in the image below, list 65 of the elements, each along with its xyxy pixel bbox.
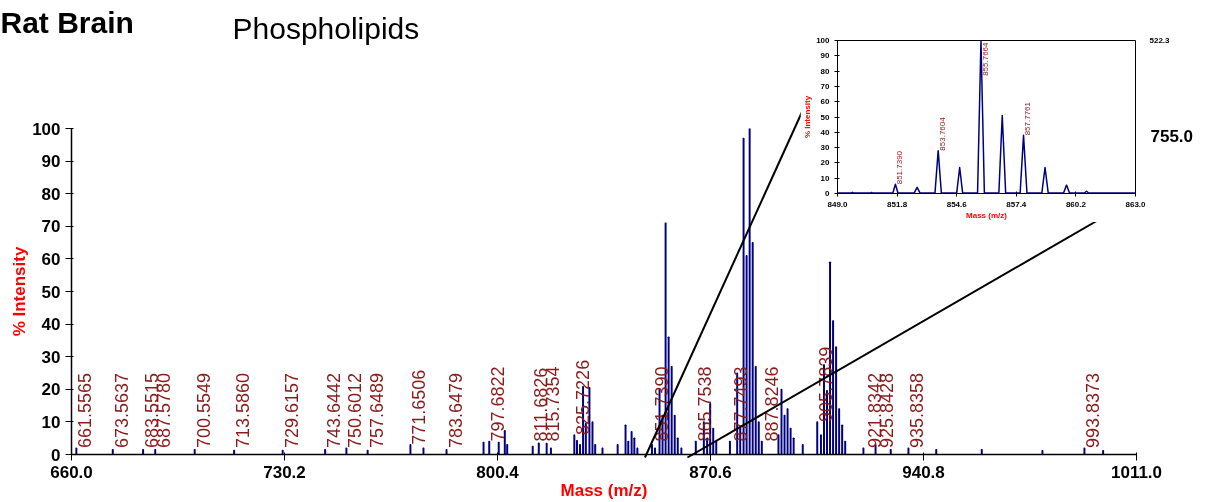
y-tick-label: 100 (32, 119, 61, 139)
y-tick-label: 0 (825, 189, 831, 198)
y-tick-label: 50 (41, 282, 61, 302)
y-tick-label: 40 (820, 127, 831, 137)
x-tick-label: 849.0 (827, 199, 849, 209)
y-tick-label: 50 (820, 112, 831, 122)
chart-subtitle: Phospholipids (232, 12, 420, 45)
x-axis-title: Mass (m/z) (966, 210, 1008, 220)
x-tick-label: 660.0 (50, 462, 93, 482)
annotation: 887.8246 (761, 366, 782, 442)
annotation: 743.6442 (324, 372, 345, 448)
y-tick-label: 0 (51, 445, 61, 465)
y-tick-label: 20 (820, 158, 831, 168)
y-axis-title: % Intensity (10, 246, 30, 337)
chart-title: Rat Brain (0, 6, 134, 39)
x-tick-label: 1011.0 (1110, 462, 1163, 482)
text: 522.3 (1149, 36, 1171, 45)
y-tick-label: 70 (820, 81, 831, 91)
annotation: 857.7761 (1023, 101, 1033, 136)
y-tick-label: 70 (41, 217, 61, 237)
annotation: 905.7839 (816, 346, 837, 422)
x-axis-title: Mass (m/z) (560, 480, 648, 500)
x-tick-label: 870.6 (689, 462, 732, 482)
x-tick-label: 860.2 (1065, 199, 1087, 209)
annotation: 673.5637 (111, 372, 132, 448)
y-tick-label: 60 (820, 97, 831, 107)
annotation: 750.6012 (345, 372, 366, 448)
y-tick-label: 40 (41, 315, 61, 335)
y-tick-label: 90 (41, 152, 61, 172)
y-axis-title: % Intensity (803, 95, 813, 139)
annotation: 853.7604 (937, 116, 947, 151)
annotation: 783.6479 (445, 372, 466, 448)
annotation: 855.7664 (980, 41, 990, 76)
annotation: 851.7390 (894, 150, 904, 185)
annotation: 797.6822 (488, 366, 509, 442)
x-tick-label: 800.4 (476, 462, 520, 482)
annotation: 713.5860 (233, 372, 254, 448)
annotation: 729.6157 (281, 372, 302, 448)
x-tick-label: 940.8 (902, 462, 945, 482)
annotation: 661.5565 (75, 372, 96, 448)
annotation: 993.8373 (1083, 372, 1104, 448)
y-tick-label: 100 (816, 36, 831, 45)
x-tick-label: 863.0 (1125, 199, 1147, 209)
annotation: 935.8358 (907, 372, 928, 448)
y-tick-label: 30 (820, 143, 831, 153)
x-tick-label: 730.2 (263, 462, 306, 482)
y-tick-label: 80 (820, 66, 831, 76)
y-tick-label: 80 (41, 184, 61, 204)
annotation: 771.6506 (409, 369, 430, 445)
annotation: 865.7538 (694, 366, 715, 442)
y-tick-label: 10 (820, 173, 831, 183)
x-tick-label: 857.4 (1006, 199, 1027, 209)
annotation: 851.7390 (652, 366, 673, 442)
y-tick-label: 20 (41, 380, 61, 400)
annotation: 825.7226 (573, 359, 594, 435)
text: 755.0 (1150, 126, 1194, 146)
annotation: 700.5549 (193, 372, 214, 448)
x-tick-label: 854.6 (946, 199, 968, 209)
x-tick-label: 851.8 (887, 199, 908, 209)
y-tick-label: 90 (820, 51, 831, 61)
y-tick-label: 10 (41, 412, 61, 432)
annotation: 877.7493 (731, 366, 752, 442)
annotation: 757.6489 (366, 372, 387, 448)
y-tick-label: 60 (41, 249, 61, 269)
y-tick-label: 30 (41, 347, 61, 367)
